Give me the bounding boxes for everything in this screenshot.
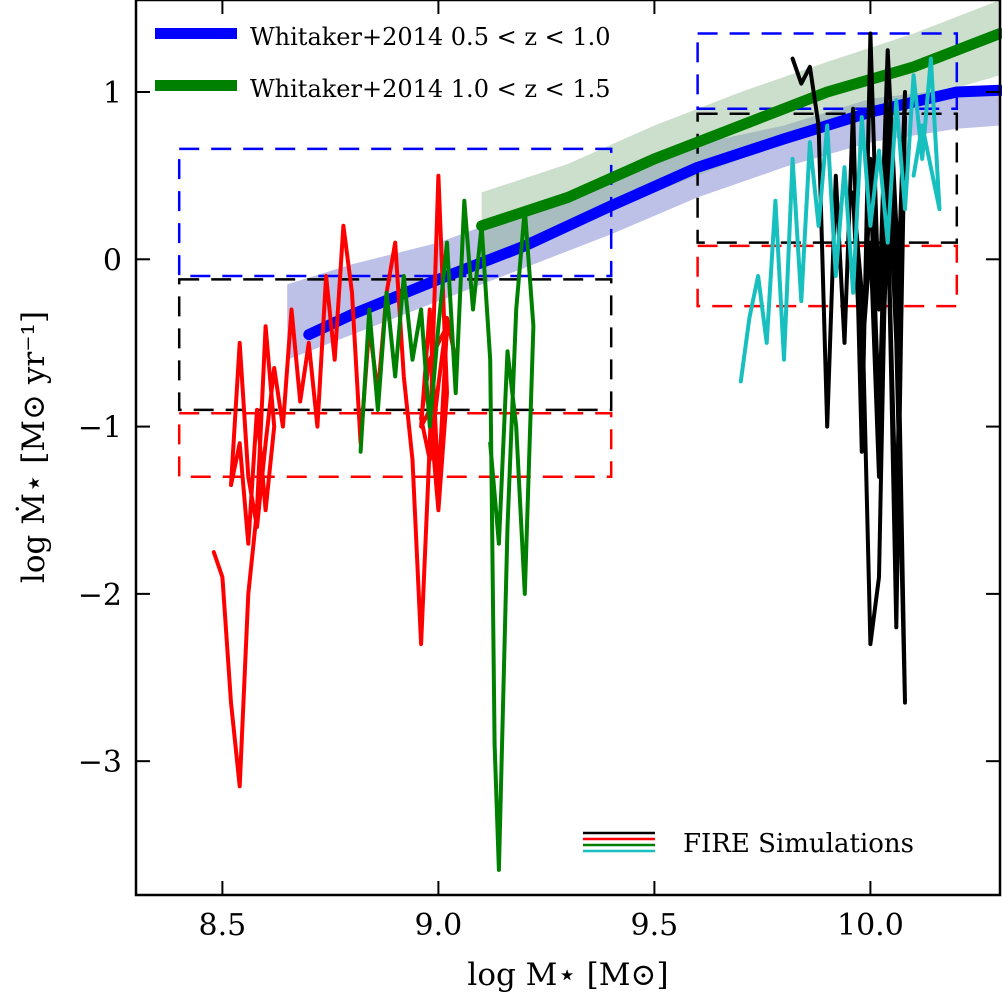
legend: Whitaker+2014 0.5 < z < 1.0 Whitaker+201…	[155, 23, 611, 103]
series-line-fire-red	[211, 173, 458, 789]
series-line-fire-cyan	[738, 56, 942, 384]
axis-ticks: 8.5 9.0 9.5 10.0 1 0 −1 −2 −3	[78, 0, 1000, 943]
x-tick-label: 8.5	[199, 908, 247, 943]
band-blue	[287, 87, 1000, 360]
series-line-fire-black	[790, 31, 907, 705]
y-tick-label: −1	[78, 411, 122, 446]
x-axis-label: log M⋆ [M⊙]	[467, 957, 668, 993]
legend-swatch-green	[155, 80, 237, 91]
y-axis-label: log Ṁ⋆ [M⊙ yr⁻¹]	[14, 311, 52, 583]
selection-box-4	[696, 112, 959, 244]
selection-box-3	[696, 32, 959, 110]
selection-box-5	[696, 244, 959, 308]
y-tick-label: 0	[103, 243, 122, 278]
y-tick-label: 1	[103, 76, 122, 111]
x-tick-label: 9.5	[631, 908, 679, 943]
fire-legend-label: FIRE Simulations	[683, 829, 914, 859]
selection-box-0	[177, 147, 613, 278]
plot-frame	[134, 0, 1002, 897]
legend-label-green: Whitaker+2014 1.0 < z < 1.5	[250, 75, 611, 103]
selection-box-2	[177, 411, 613, 479]
x-tick-label: 10.0	[837, 908, 904, 943]
legend-swatch-blue	[155, 28, 237, 39]
x-tick-label: 9.0	[415, 908, 463, 943]
y-tick-label: −3	[78, 745, 122, 780]
y-tick-label: −2	[78, 578, 122, 613]
fire-legend: FIRE Simulations	[583, 829, 914, 859]
legend-label-blue: Whitaker+2014 0.5 < z < 1.0	[250, 23, 611, 51]
selection-box-1	[177, 278, 613, 412]
series-line-whitaker-2014-1-0-z-1-5	[476, 28, 1002, 232]
series-line-fire-green	[358, 198, 536, 872]
plot-area	[177, 0, 1002, 872]
